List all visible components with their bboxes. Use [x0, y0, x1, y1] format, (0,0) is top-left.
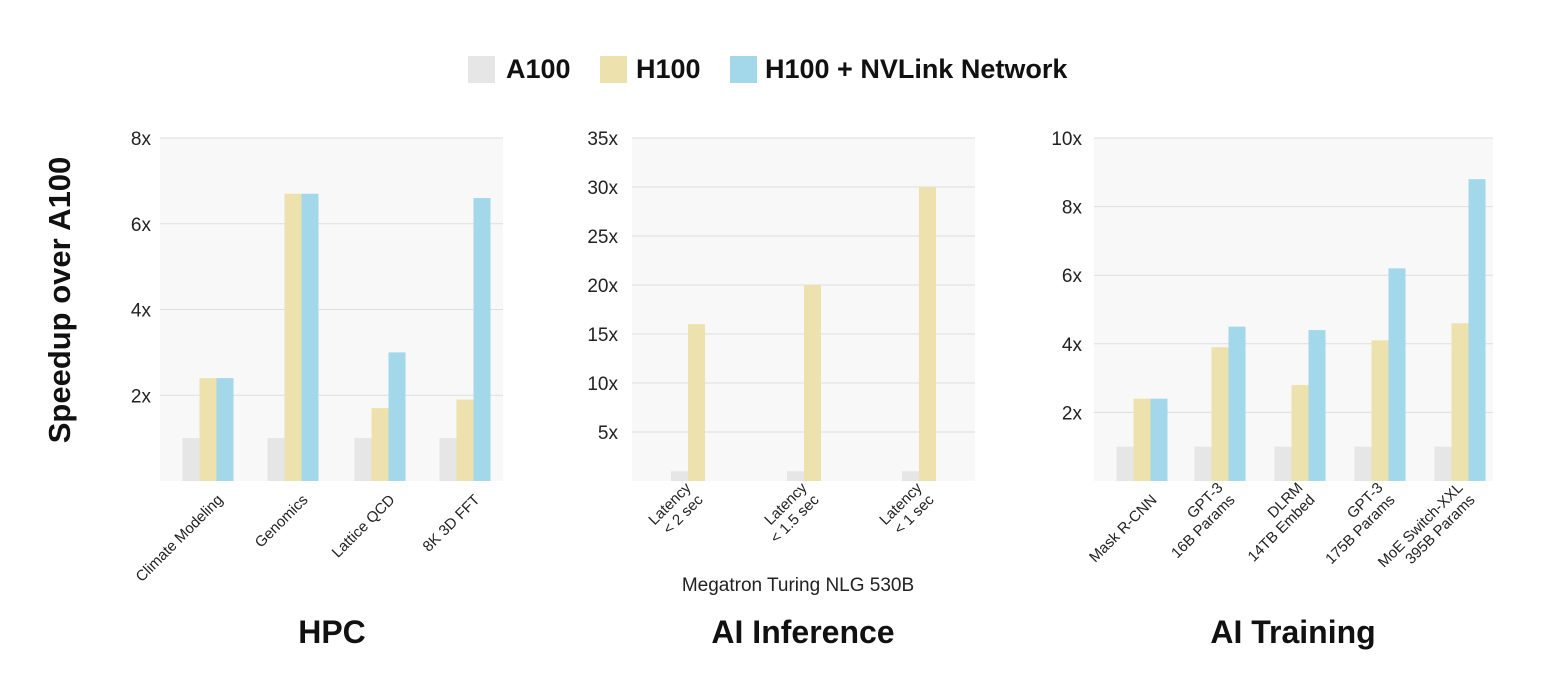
hpc-title: HPC [298, 614, 366, 650]
bar-h100-nvlink-network-mask-r-cnn [1150, 398, 1168, 481]
ai-inference-xlabel: Megatron Turing NLG 530B [682, 575, 914, 596]
x-category-label: Latency< 1 sec [876, 479, 938, 541]
x-category-label-line: Mask R-CNN [1086, 491, 1160, 565]
x-category-label-line: Lattice QCD [329, 491, 399, 561]
bar-a100-8k-3d-fft [439, 438, 457, 481]
y-tick-label: 25x [587, 227, 618, 248]
ai-training-panel: 2x 4x 6x 8x 10x Mask R-CNN GPT-316B Params DLRM… [1051, 129, 1493, 583]
x-category-label-line: 8K 3D FFT [420, 491, 484, 555]
bar-h100-nvlink-network-gpt-3-16b-params [1228, 326, 1246, 481]
legend-label-h100: H100 [636, 54, 701, 84]
x-category-label: 8K 3D FFT [420, 491, 484, 555]
bar-h100-dlrm-14tb-embed [1291, 384, 1309, 481]
bar-a100-latency-1-5-sec [787, 471, 804, 481]
y-tick-label: 4x [131, 301, 152, 322]
bar-h100-8k-3d-fft [456, 399, 474, 481]
bar-h100-nvlink-network-moe-switch-xxl-395b-params [1468, 179, 1486, 481]
ai-training-title: AI Training [1210, 614, 1375, 650]
y-tick-label: 10x [587, 374, 618, 395]
x-category-label: Mask R-CNN [1086, 491, 1160, 565]
bar-h100-gpt-3-16b-params [1211, 347, 1229, 481]
y-tick-label: 2x [131, 386, 152, 407]
bar-h100-latency-1-5-sec [804, 285, 821, 481]
bar-h100-moe-switch-xxl-395b-params [1451, 323, 1469, 481]
bar-h100-genomics [284, 193, 302, 482]
y-tick-label: 4x [1062, 335, 1083, 356]
legend: A100 H100 H100 + NVLink Network [468, 54, 1068, 84]
x-category-label: Latency< 1.5 sec [755, 479, 823, 547]
legend-swatch-a100 [468, 56, 495, 83]
x-category-label: GPT-316B Params [1156, 479, 1238, 561]
y-tick-label: 2x [1062, 403, 1083, 424]
bar-a100-gpt-3-16b-params [1194, 446, 1212, 481]
bar-a100-latency-1-sec [902, 471, 919, 481]
y-tick-label: 35x [587, 129, 618, 150]
y-axis-label: Speedup over A100 [42, 157, 77, 444]
bar-a100-moe-switch-xxl-395b-params [1434, 446, 1452, 481]
legend-swatch-h100-nvlink [730, 56, 757, 83]
bar-a100-climate-modeling [182, 438, 200, 481]
bar-a100-gpt-3-175b-params [1354, 446, 1372, 481]
ai-inference-panel: 5x 10x 15x 20x 25x 30x 35x Latency< 2 sec Latenc… [587, 129, 975, 547]
bar-a100-lattice-qcd [354, 438, 372, 481]
bar-h100-lattice-qcd [371, 408, 389, 481]
bar-h100-mask-r-cnn [1133, 398, 1151, 481]
y-tick-label: 30x [587, 178, 618, 199]
y-tick-label: 20x [587, 276, 618, 297]
legend-label-a100: A100 [506, 54, 571, 84]
x-category-label: Lattice QCD [329, 491, 399, 561]
y-tick-label: 6x [131, 215, 152, 236]
bar-a100-dlrm-14tb-embed [1274, 446, 1292, 481]
y-tick-label: 8x [1062, 198, 1083, 219]
bar-a100-latency-2-sec [671, 471, 688, 481]
bar-h100-gpt-3-175b-params [1371, 340, 1389, 481]
y-tick-label: 6x [1062, 266, 1083, 287]
bar-h100-nvlink-network-gpt-3-175b-params [1388, 268, 1406, 481]
x-category-label: MoE Switch-XXL395B Params [1375, 479, 1479, 583]
x-category-label-line: Climate Modeling [133, 491, 227, 585]
bar-h100-nvlink-network-lattice-qcd [388, 352, 406, 481]
hpc-panel: 2x 4x 6x 8x Climate Modeling Genomics Lattice … [131, 129, 503, 585]
legend-label-h100-nvlink: H100 + NVLink Network [765, 54, 1068, 84]
x-category-label: Climate Modeling [133, 491, 227, 585]
bar-h100-latency-1-sec [919, 187, 936, 481]
bar-h100-nvlink-network-8k-3d-fft [473, 198, 491, 481]
bar-h100-nvlink-network-dlrm-14tb-embed [1308, 330, 1326, 481]
bar-h100-nvlink-network-climate-modeling [216, 378, 234, 481]
bar-a100-genomics [267, 438, 285, 481]
ai-inference-title: AI Inference [711, 614, 894, 650]
bar-h100-nvlink-network-genomics [301, 193, 319, 482]
y-tick-label: 5x [598, 423, 619, 444]
y-tick-label: 15x [587, 325, 618, 346]
x-category-label: DLRM14TB Embed [1233, 479, 1319, 565]
x-category-label: Genomics [252, 491, 312, 551]
bar-a100-mask-r-cnn [1116, 446, 1134, 481]
y-tick-label: 8x [131, 129, 152, 150]
x-category-label: Latency< 2 sec [645, 479, 707, 541]
bar-h100-latency-2-sec [688, 324, 705, 481]
x-category-label-line: Genomics [252, 491, 312, 551]
bar-h100-climate-modeling [199, 378, 217, 481]
y-tick-label: 10x [1051, 129, 1082, 150]
legend-swatch-h100 [600, 56, 627, 83]
